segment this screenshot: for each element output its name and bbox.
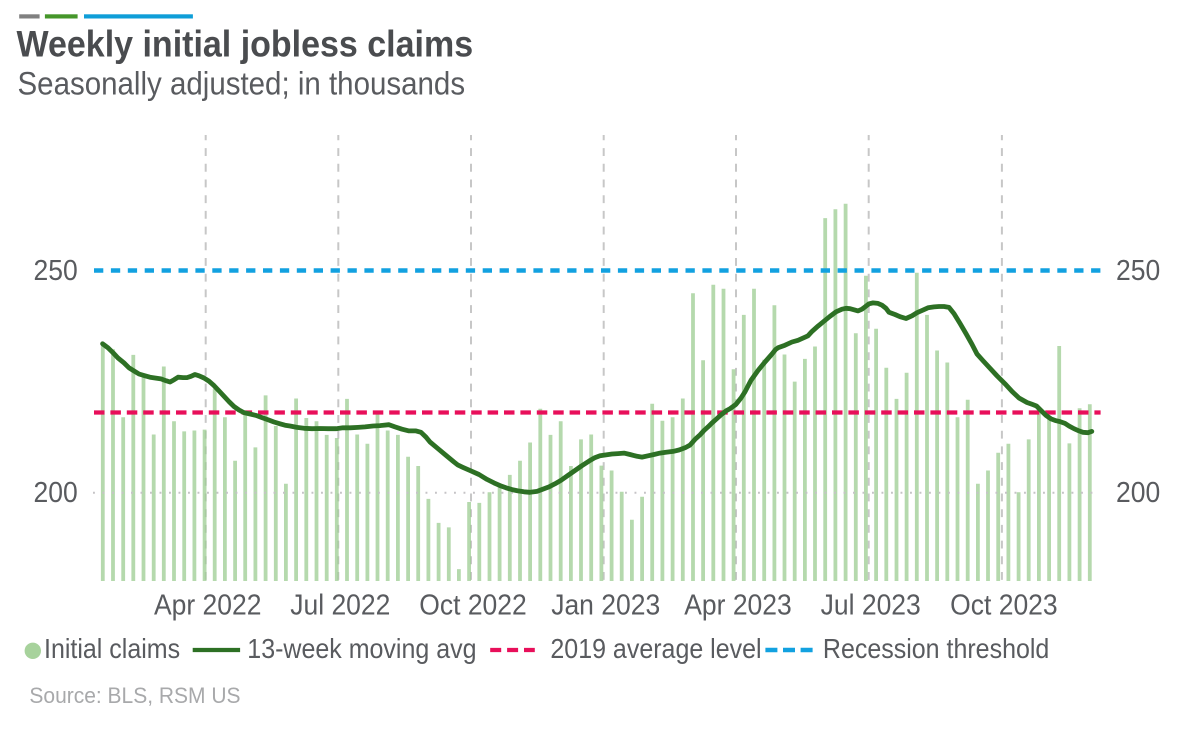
svg-text:Apr 2022: Apr 2022 [154,588,261,620]
svg-text:Jul 2023: Jul 2023 [821,588,921,620]
svg-text:2019 average level: 2019 average level [550,633,761,665]
svg-text:Jul 2022: Jul 2022 [290,588,390,620]
svg-text:Recession threshold: Recession threshold [823,633,1049,665]
svg-text:Initial claims: Initial claims [44,633,180,665]
svg-text:Oct 2023: Oct 2023 [950,588,1057,620]
svg-text:250: 250 [34,254,78,286]
svg-text:Weekly initial jobless claims: Weekly initial jobless claims [17,23,474,65]
svg-text:Jan 2023: Jan 2023 [551,588,660,620]
svg-text:13-week moving avg: 13-week moving avg [247,633,476,665]
svg-text:250: 250 [1116,254,1160,286]
svg-text:Source: BLS, RSM US: Source: BLS, RSM US [29,682,240,708]
svg-text:200: 200 [34,476,78,508]
svg-text:Seasonally adjusted; in thousa: Seasonally adjusted; in thousands [18,65,466,102]
svg-text:200: 200 [1116,476,1160,508]
svg-text:Apr 2023: Apr 2023 [684,588,791,620]
svg-text:Oct 2022: Oct 2022 [419,588,526,620]
